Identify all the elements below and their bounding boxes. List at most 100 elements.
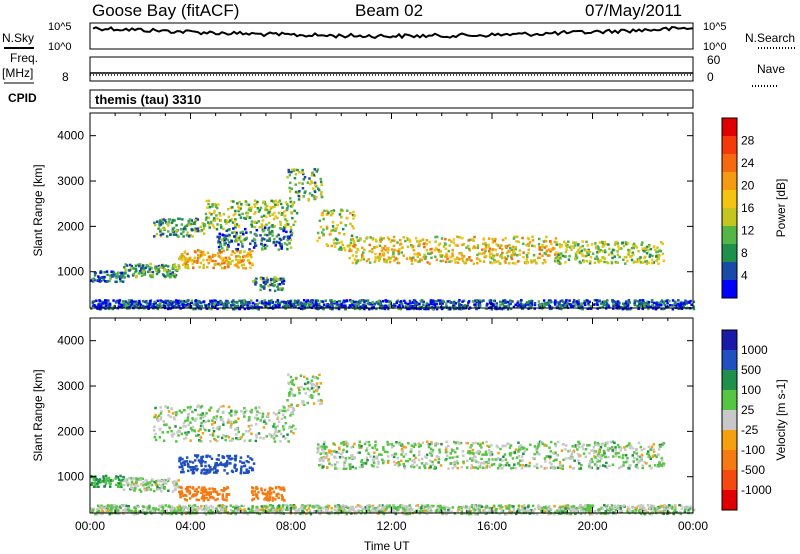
- range-cell: [541, 442, 544, 445]
- range-cell: [605, 302, 609, 305]
- range-cell: [551, 246, 555, 250]
- range-cell: [544, 240, 548, 243]
- range-cell: [201, 414, 204, 417]
- range-cell: [478, 301, 481, 304]
- range-cell: [343, 233, 346, 236]
- range-cell: [382, 305, 385, 308]
- range-cell: [186, 406, 190, 409]
- range-cell: [241, 245, 244, 248]
- range-cell: [388, 257, 391, 261]
- range-cell: [355, 251, 358, 254]
- range-cell: [345, 450, 349, 453]
- range-cell: [363, 442, 367, 446]
- range-cell: [258, 406, 261, 409]
- range-cell: [173, 219, 177, 222]
- range-cell: [400, 246, 404, 250]
- range-cell: [623, 446, 626, 449]
- range-cell: [243, 411, 247, 414]
- range-cell: [387, 459, 390, 463]
- range-cell: [289, 375, 293, 379]
- range-cell: [328, 451, 331, 454]
- range-cell: [225, 219, 229, 223]
- range-cell: [196, 299, 199, 303]
- range-cell: [470, 259, 473, 262]
- range-cell: [636, 260, 639, 264]
- range-cell: [154, 413, 157, 417]
- range-cell: [227, 215, 231, 219]
- range-cell: [391, 510, 394, 514]
- range-cell: [273, 237, 276, 241]
- range-cell: [236, 262, 239, 265]
- range-cell: [223, 243, 226, 246]
- range-cell: [240, 302, 243, 306]
- range-cell: [235, 420, 238, 424]
- range-cell: [428, 443, 432, 446]
- range-cell: [501, 459, 504, 462]
- range-cell: [572, 299, 576, 302]
- range-cell: [280, 288, 284, 292]
- range-cell: [235, 264, 239, 268]
- range-cell: [401, 443, 404, 446]
- range-cell: [147, 307, 150, 310]
- range-cell: [654, 305, 658, 308]
- range-cell: [173, 418, 176, 421]
- range-cell: [263, 226, 267, 229]
- range-cell: [254, 233, 257, 236]
- range-cell: [690, 303, 693, 306]
- range-cell: [163, 482, 166, 485]
- range-cell: [230, 200, 233, 203]
- range-cell: [223, 261, 226, 265]
- range-cell: [162, 265, 165, 268]
- range-cell: [229, 458, 232, 461]
- nsky-trace: [92, 25, 694, 40]
- range-cell: [535, 463, 539, 466]
- range-cell: [387, 455, 390, 458]
- range-cell: [320, 445, 323, 448]
- range-cell: [546, 254, 550, 257]
- range-cell: [139, 478, 142, 482]
- range-cell: [253, 199, 257, 202]
- range-cell: [178, 430, 182, 433]
- range-cell: [609, 440, 613, 444]
- range-cell: [274, 203, 277, 206]
- range-cell: [130, 483, 133, 487]
- range-cell: [450, 447, 453, 451]
- range-cell: [571, 305, 574, 308]
- range-cell: [353, 442, 356, 446]
- range-cell: [255, 485, 258, 489]
- range-cell: [201, 250, 205, 254]
- range-cell: [383, 244, 387, 248]
- range-cell: [482, 237, 486, 240]
- range-cell: [512, 451, 515, 454]
- range-cell: [684, 299, 687, 302]
- range-cell: [247, 208, 251, 211]
- range-cell: [481, 441, 485, 445]
- range-cell: [153, 489, 156, 493]
- range-cell: [593, 451, 596, 455]
- range-cell: [541, 302, 544, 306]
- range-cell: [471, 465, 475, 469]
- range-cell: [505, 246, 508, 249]
- range-cell: [588, 300, 591, 304]
- range-cell: [128, 269, 131, 272]
- range-cell: [549, 299, 552, 302]
- range-cell: [100, 276, 103, 279]
- range-cell: [509, 307, 513, 311]
- range-cell: [261, 415, 265, 418]
- range-cell: [281, 206, 284, 209]
- range-cell: [587, 248, 590, 252]
- range-cell: [334, 306, 338, 309]
- range-cell: [545, 235, 548, 239]
- range-cell: [542, 240, 546, 243]
- range-cell: [276, 424, 279, 428]
- range-cell: [133, 482, 136, 485]
- range-cell: [221, 260, 224, 263]
- range-cell: [320, 402, 323, 405]
- range-cell: [288, 242, 291, 245]
- range-cell: [393, 259, 396, 262]
- range-cell: [301, 168, 304, 172]
- range-cell: [353, 258, 356, 261]
- range-cell: [435, 302, 438, 306]
- range-cell: [205, 493, 208, 496]
- range-cell: [246, 215, 249, 218]
